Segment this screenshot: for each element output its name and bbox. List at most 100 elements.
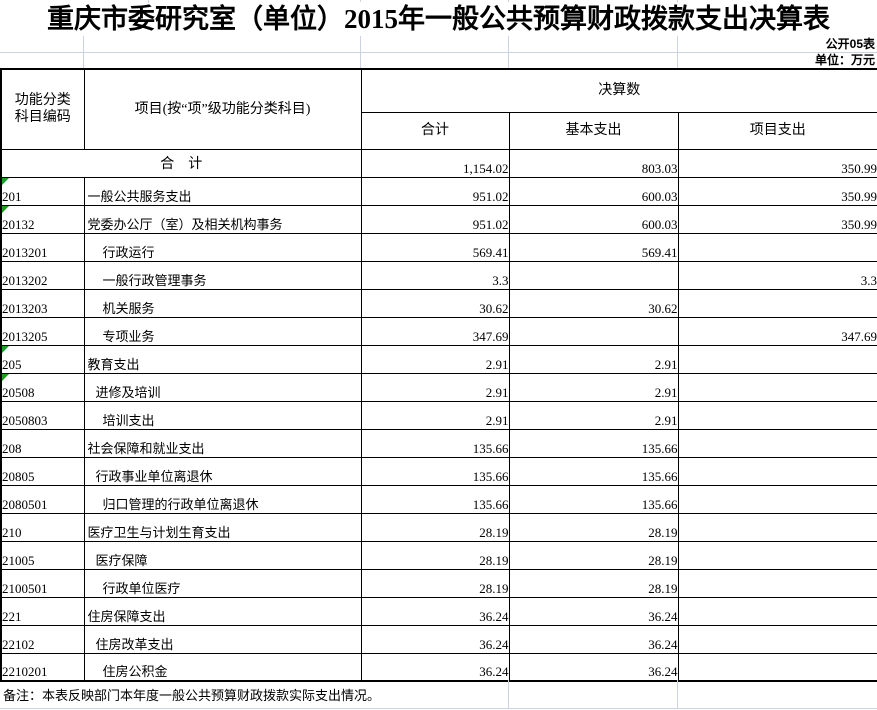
gridline [83,36,84,52]
code-cell: 2013201 [0,232,85,262]
basic-cell: 135.66 [508,428,679,458]
header-row-1: 功能分类 科目编码 项目(按“项”级功能分类科目) 决算数 [0,68,877,150]
name-cell: 教育支出 [83,344,362,374]
total-cell: 36.24 [360,624,510,654]
name-cell: 行政单位医疗 [83,568,362,598]
header-project: 项目(按“项”级功能分类科目) [83,68,362,150]
basic-cell: 600.03 [508,176,679,206]
table-row: 2013202 一般行政管理事务 3.3 3.3 [0,260,877,290]
code-cell: 20805 [0,456,85,486]
project-cell [677,232,877,262]
gridline [83,52,84,68]
gridline [0,708,877,709]
header-total: 合计 [360,111,510,150]
cell-error-marker-icon [2,206,9,213]
total-cell: 135.66 [360,456,510,486]
code-cell: 2080501 [0,484,85,514]
name-cell: 归口管理的行政单位离退休 [83,484,362,514]
table-row: 221 住房保障支出 36.24 36.24 [0,596,877,626]
gridline [677,36,678,52]
basic-cell: 28.19 [508,540,679,570]
gridline-tick [508,0,509,2]
table-row: 2210201 住房公积金 36.24 36.24 [0,652,877,682]
project-cell [677,540,877,570]
project-cell [677,568,877,598]
code-cell: 221 [0,596,85,626]
note-row: 备注：本表反映部门本年度一般公共预算财政拨款实际支出情况。 [0,680,877,708]
header-code-line1: 功能分类 [14,93,71,109]
gridline [360,52,361,68]
table-row: 20508 进修及培训 2.91 2.91 [0,372,877,402]
summary-row: 合 计 1,154.02 803.03 350.99 [0,148,877,178]
total-cell: 951.02 [360,176,510,206]
project-cell [677,456,877,486]
total-cell: 2.91 [360,344,510,374]
cell-error-marker-icon [2,346,9,353]
name-cell: 一般公共服务支出 [83,176,362,206]
header-project-expenditure: 项目支出 [677,111,877,150]
basic-cell [508,316,679,346]
basic-cell: 2.91 [508,344,679,374]
basic-cell: 30.62 [508,288,679,318]
basic-cell: 28.19 [508,512,679,542]
name-cell: 行政事业单位离退休 [83,456,362,486]
table-row: 2080501 归口管理的行政单位离退休 135.66 135.66 [0,484,877,514]
header-row-2: 合计 基本支出 项目支出 [1,111,877,150]
summary-label: 合 计 [0,148,362,178]
project-cell [677,372,877,402]
name-cell: 专项业务 [83,316,362,346]
name-cell: 住房公积金 [83,652,362,682]
project-cell: 347.69 [677,316,877,346]
name-cell: 行政运行 [83,232,362,262]
header-code: 功能分类 科目编码 [0,68,85,150]
name-cell: 住房保障支出 [83,596,362,626]
project-cell [677,344,877,374]
table-row: 210 医疗卫生与计划生育支出 28.19 28.19 [0,512,877,542]
total-cell: 951.02 [360,204,510,234]
table-row: 2013205 专项业务 347.69 347.69 [0,316,877,346]
meta-row-table-no: 公开05表 [0,36,877,52]
gridline [508,52,509,68]
project-cell [677,512,877,542]
unit-label: 单位：万元 [814,53,875,67]
table-body: 201 一般公共服务支出 951.02 600.03 350.99 20132 … [0,176,877,682]
name-cell: 培训支出 [83,400,362,430]
basic-cell: 2.91 [508,400,679,430]
total-cell: 36.24 [360,652,510,682]
code-cell: 22102 [0,624,85,654]
gridline-tick [677,0,678,2]
table-head: 功能分类 科目编码 项目(按“项”级功能分类科目) 决算数 合计 基本支出 项目… [0,68,877,178]
total-cell: 569.41 [360,232,510,262]
budget-table: 功能分类 科目编码 项目(按“项”级功能分类科目) 决算数 合计 基本支出 项目… [0,68,877,682]
name-cell: 党委办公厅（室）及相关机构事务 [83,204,362,234]
code-cell: 208 [0,428,85,458]
project-cell [677,652,877,682]
table-row: 2050803 培训支出 2.91 2.91 [0,400,877,430]
header-final-accounts: 决算数 [360,68,877,113]
basic-cell: 36.24 [508,624,679,654]
code-cell: 205 [0,344,85,374]
header-code-line2: 科目编码 [14,110,71,126]
total-cell: 2.91 [360,400,510,430]
table-row: 208 社会保障和就业支出 135.66 135.66 [0,428,877,458]
code-cell: 2050803 [0,400,85,430]
code-cell: 2013205 [0,316,85,346]
project-cell: 350.99 [677,204,877,234]
gridline [0,52,877,53]
name-cell: 社会保障和就业支出 [83,428,362,458]
code-cell: 20132 [0,204,85,234]
gridline [508,680,509,708]
project-cell [677,400,877,430]
summary-total: 1,154.02 [360,148,510,178]
gridline-tick [360,0,361,2]
table-number: 公开05表 [825,37,875,51]
code-cell: 2013203 [0,288,85,318]
header-basic-expenditure: 基本支出 [508,111,679,150]
total-cell: 135.66 [360,484,510,514]
cell-error-marker-icon [2,178,9,185]
total-cell: 36.24 [360,596,510,626]
basic-cell: 28.19 [508,568,679,598]
project-cell: 350.99 [677,176,877,206]
project-cell [677,288,877,318]
name-cell: 住房改革支出 [83,624,362,654]
